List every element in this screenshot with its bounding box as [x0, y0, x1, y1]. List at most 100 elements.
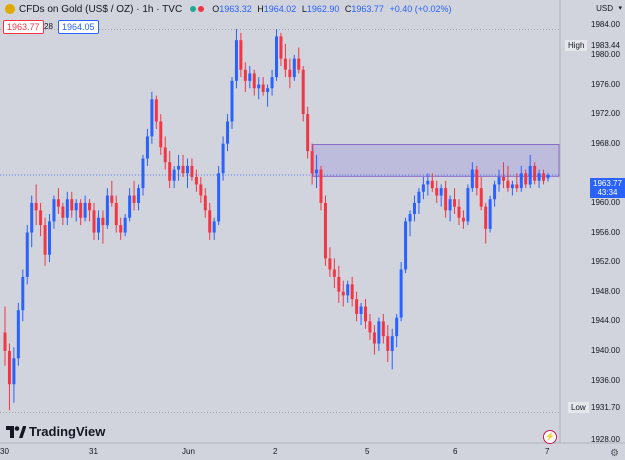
candle-body [172, 169, 176, 181]
candle-body [12, 358, 16, 385]
candle-body [435, 188, 439, 196]
candle-body [515, 184, 519, 189]
gold-symbol-icon [5, 4, 15, 14]
candle-body [212, 221, 216, 233]
candle-body [439, 188, 443, 196]
candle [341, 280, 345, 307]
candle [412, 195, 416, 222]
candle-body [404, 221, 408, 270]
candle-body [221, 143, 225, 174]
candle-body [154, 99, 158, 122]
candle-body [315, 169, 319, 174]
candle [177, 154, 181, 181]
ohlc-readout: O1963.32 H1964.02 L1962.90 C1963.77 +0.4… [212, 4, 454, 14]
candle-body [190, 165, 194, 178]
candle [426, 173, 430, 196]
candle-body [266, 88, 270, 92]
candle [194, 169, 198, 192]
chevron-down-icon[interactable]: ▾ [618, 5, 622, 12]
candle [208, 202, 212, 240]
candle [417, 188, 421, 215]
candle [283, 43, 287, 78]
candle [141, 154, 145, 196]
candle-body [426, 180, 430, 185]
currency-selector[interactable]: USD [596, 4, 613, 13]
candle-body [137, 188, 141, 203]
candle-body [408, 214, 412, 222]
time-tick-label: 31 [89, 447, 98, 456]
candle [466, 184, 470, 226]
candle-body [56, 199, 60, 207]
candle-body [395, 317, 399, 337]
candle-body [123, 217, 127, 233]
candle [3, 306, 7, 366]
candle [74, 199, 78, 222]
candle-body [497, 177, 501, 185]
candle [292, 54, 296, 81]
close-label: C [344, 4, 352, 14]
candle [435, 180, 439, 203]
gear-icon[interactable]: ⚙ [610, 448, 619, 459]
candle [79, 199, 83, 226]
candle [453, 188, 457, 215]
price-range-rectangle[interactable] [312, 144, 560, 177]
candle [96, 210, 100, 240]
tradingview-wordmark: TradingView [29, 424, 106, 439]
candle-body [7, 350, 11, 385]
candle [484, 202, 488, 244]
candle-body [150, 99, 154, 137]
candle-body [359, 306, 363, 314]
candle-body [310, 151, 314, 174]
candle [48, 214, 52, 263]
tradingview-logo[interactable]: TradingView [6, 424, 105, 439]
tradingview-icon [6, 425, 26, 438]
candle [488, 195, 492, 233]
candle [163, 136, 167, 170]
candle-body [528, 165, 532, 185]
candle [381, 313, 385, 344]
price-tick-label: 1928.00 [591, 434, 620, 444]
candle [275, 29, 278, 81]
price-tick-label: 1956.00 [591, 227, 620, 237]
flash-icon[interactable]: ⚡ [543, 430, 557, 444]
candle-body [381, 321, 385, 337]
candle-body [65, 199, 69, 218]
time-tick-label: 2 [273, 447, 278, 456]
candle [150, 91, 154, 144]
candle-body [194, 177, 198, 185]
price-tick-label: 1944.00 [591, 316, 620, 326]
candle [421, 177, 425, 200]
candle [199, 177, 203, 203]
change-value: +0.40 (+0.02%) [389, 4, 452, 14]
candle [154, 95, 158, 129]
candle-body [203, 195, 207, 211]
candle [524, 169, 528, 189]
candle-body [466, 188, 470, 222]
market-status-icon [198, 6, 205, 12]
candle-body [386, 336, 390, 351]
candle [252, 69, 256, 96]
candle-body [105, 195, 109, 226]
candle [92, 202, 96, 240]
buy-price-button[interactable]: 1964.05 [58, 20, 99, 34]
candle [266, 84, 270, 107]
sell-price-button[interactable]: 1963.77 [3, 20, 44, 34]
candle-body [39, 210, 43, 226]
bar-countdown: 43:34 [597, 188, 618, 197]
candle-body [25, 232, 29, 277]
candle [328, 247, 332, 277]
candle [297, 47, 301, 74]
time-tick-label: Jun [182, 447, 195, 456]
high-label: H [257, 4, 264, 14]
candle-body [114, 202, 118, 226]
time-tick-label: 7 [545, 447, 550, 456]
candle-body [533, 165, 537, 181]
symbol-title[interactable]: CFDs on Gold (US$ / OZ) · 1h · TVC [19, 3, 183, 15]
candle [243, 62, 247, 92]
candle [83, 195, 87, 222]
candle [457, 199, 461, 226]
candle [234, 29, 238, 89]
candle-body [159, 121, 163, 148]
candle [519, 165, 523, 192]
